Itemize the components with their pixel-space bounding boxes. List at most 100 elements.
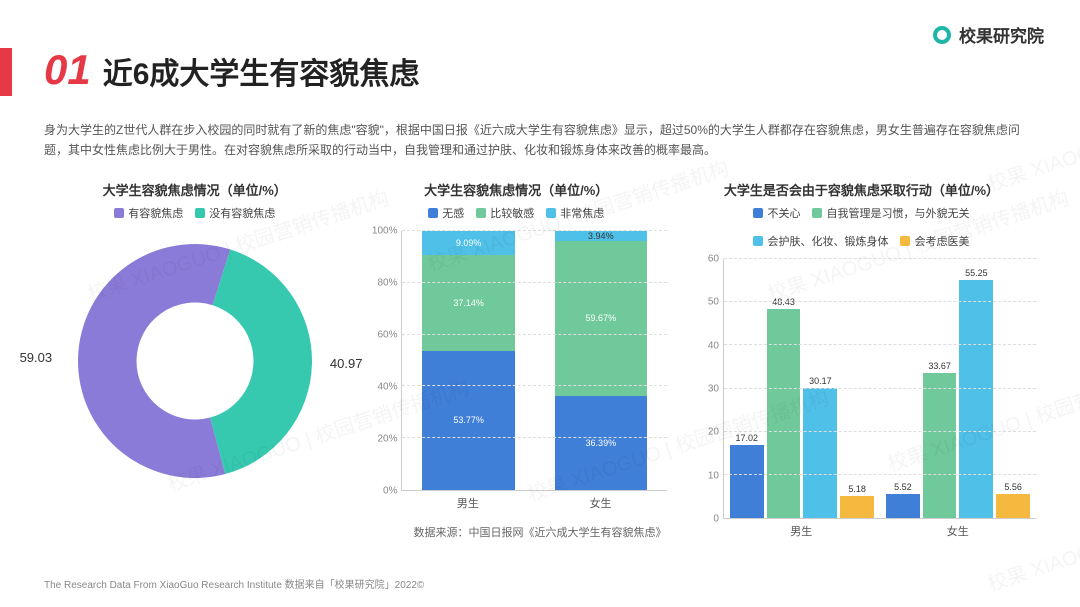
grouped-title: 大学生是否会由于容貌焦虑采取行动（单位/%） [687,180,1036,199]
grouped-bar-wrap: 33.67 [923,259,957,518]
legend-swatch [195,208,205,218]
grouped-bar [840,496,874,518]
legend-item: 会护肤、化妆、锻炼身体 [753,233,888,249]
grouped-bar-wrap: 5.18 [840,259,874,518]
gridline [724,388,1036,389]
stacked-segment: 53.77% [422,351,515,490]
stacked-segment: 3.94% [555,231,648,241]
legend-item: 没有容貌焦虑 [195,205,275,221]
grouped-bar-value: 55.25 [965,268,988,278]
legend-label: 无感 [442,205,464,221]
legend-label: 不关心 [767,205,800,221]
stacked-segment: 36.39% [555,396,648,490]
data-source: 数据来源：中国日报网《近六成大学生有容貌焦虑》 [0,524,1080,540]
y-tick: 40% [377,382,397,393]
donut-value-label: 59.03 [20,350,53,365]
donut-value-label: 40.97 [330,356,363,371]
gridline [402,230,666,231]
x-label: 女生 [534,491,667,511]
y-tick: 20% [377,434,397,445]
grouped-bar [959,280,993,518]
accent-bar [0,48,12,96]
stacked-plot: 0%20%40%60%80%100% 53.77%37.14%9.09%36.3… [365,231,666,491]
y-tick: 100% [372,226,398,237]
brand-name: 校果研究院 [959,22,1044,47]
legend-item: 非常焦虑 [546,205,604,221]
legend-label: 比较敏感 [490,205,534,221]
grouped-bar [767,309,801,518]
stacked-yaxis: 0%20%40%60%80%100% [365,231,401,491]
donut-legend: 有容貌焦虑 没有容貌焦虑 [44,205,345,221]
grouped-bar-wrap: 5.52 [886,259,920,518]
stacked-legend: 无感 比较敏感非常焦虑 [365,205,666,221]
grouped-chart-block: 大学生是否会由于容貌焦虑采取行动（单位/%） 不关心 自我管理是习惯，与外貌无关会… [687,180,1036,539]
y-tick: 20 [708,427,719,438]
grouped-bar [730,445,764,518]
y-tick: 40 [708,340,719,351]
legend-swatch [812,208,822,218]
grouped-bar-value: 30.17 [809,376,832,386]
gridline [724,474,1036,475]
donut-slice [78,244,230,478]
grouped-bar-value: 33.67 [928,361,951,371]
grouped-bar [923,373,957,518]
stacked-segment: 37.14% [422,255,515,351]
stacked-column: 53.77%37.14%9.09% [402,231,534,490]
legend-label: 会考虑医美 [914,233,969,249]
grouped-yaxis: 0102030405060 [687,259,723,519]
legend-swatch [476,208,486,218]
stacked-bar: 53.77%37.14%9.09% [422,231,515,490]
y-tick: 80% [377,278,397,289]
donut-svg [65,231,325,491]
y-tick: 0 [713,514,719,525]
grouped-bar-value: 5.52 [894,482,912,492]
stacked-segment: 9.09% [422,231,515,255]
donut-slice [210,249,312,474]
brand-logo: 校果研究院 [933,22,1044,47]
legend-item: 会考虑医美 [900,233,969,249]
legend-label: 自我管理是习惯，与外貌无关 [826,205,969,221]
legend-swatch [900,236,910,246]
section-number: 01 [44,46,91,94]
donut-title: 大学生容貌焦虑情况（单位/%） [44,180,345,199]
legend-swatch [753,208,763,218]
legend-item: 无感 [428,205,464,221]
stacked-xlabels: 男生女生 [401,491,666,511]
gridline [724,301,1036,302]
stacked-segment: 59.67% [555,241,648,396]
grouped-bar [803,388,837,518]
legend-label: 会护肤、化妆、锻炼身体 [767,233,888,249]
grouped-bar-wrap: 55.25 [959,259,993,518]
grouped-bar-wrap: 5.56 [996,259,1030,518]
y-tick: 60% [377,330,397,341]
grouped-bar [996,494,1030,518]
y-tick: 10 [708,470,719,481]
legend-item: 自我管理是习惯，与外貌无关 [812,205,969,221]
gridline [724,344,1036,345]
y-tick: 0% [383,486,397,497]
stacked-bar: 36.39%59.67%3.94% [555,231,648,490]
gridline [402,334,666,335]
grouped-legend: 不关心 自我管理是习惯，与外貌无关会护肤、化妆、锻炼身体 会考虑医美 [687,205,1036,249]
legend-label: 没有容貌焦虑 [209,205,275,221]
grouped-bar-wrap: 30.17 [803,259,837,518]
stacked-chart-block: 大学生容貌焦虑情况（单位/%） 无感比较敏感非常焦虑 0%20%40%60%80… [365,180,666,539]
grouped-bar-value: 5.18 [848,484,866,494]
legend-item: 不关心 [753,205,800,221]
legend-label: 有容貌焦虑 [128,205,183,221]
donut-wrap: 59.0340.97 [65,231,325,491]
intro-paragraph: 身为大学生的Z世代人群在步入校园的同时就有了新的焦虑"容貌"，根据中国日报《近六… [44,120,1036,161]
gridline [402,437,666,438]
donut-chart-block: 大学生容貌焦虑情况（单位/%） 有容貌焦虑 没有容貌焦虑 59.0340.97 [44,180,345,539]
grouped-column: 5.52 33.67 55.25 5.56 [880,259,1036,518]
stacked-plotarea: 53.77%37.14%9.09% 36.39%59.67%3.94% [401,231,666,491]
y-tick: 30 [708,384,719,395]
gridline [724,258,1036,259]
brand-logo-icon [933,26,951,44]
page-header: 01 近6成大学生有容貌焦虑 [44,46,419,94]
grouped-bar-value: 5.56 [1004,482,1022,492]
grouped-bar [886,494,920,518]
legend-item: 比较敏感 [476,205,534,221]
legend-swatch [114,208,124,218]
grouped-bar-value: 17.02 [736,433,759,443]
